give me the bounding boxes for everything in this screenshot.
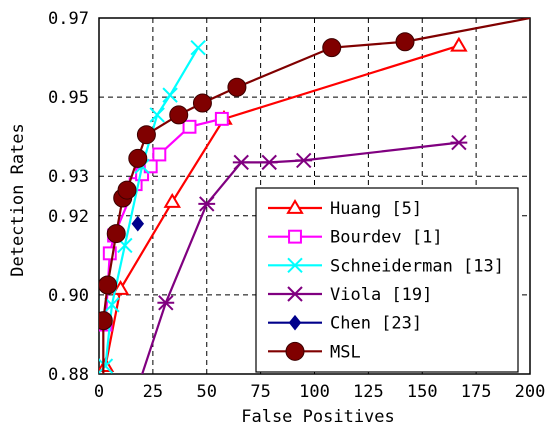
circle-marker	[192, 93, 212, 113]
circle-marker	[227, 77, 247, 97]
legend-entry: Bourdev [1]	[268, 228, 443, 248]
square-marker	[182, 119, 197, 134]
asterisk-marker	[286, 286, 304, 302]
x-tick-label: 50	[197, 382, 217, 402]
x-tick-label: 0	[94, 382, 104, 402]
square-marker	[152, 147, 167, 162]
series-line	[104, 47, 200, 367]
y-tick-label: 0.95	[48, 88, 89, 108]
square-marker	[214, 111, 229, 126]
legend-entry: Huang [5]	[268, 199, 422, 219]
circle-marker	[169, 105, 189, 125]
y-tick-label: 0.93	[48, 167, 89, 187]
x-tick-label: 200	[515, 382, 546, 402]
plot-frame	[98, 17, 531, 375]
circle-marker	[99, 275, 118, 295]
square-marker	[102, 246, 117, 261]
legend-label: Bourdev [1]	[330, 228, 443, 248]
series-viola-19	[127, 134, 468, 401]
y-tick-label: 0.92	[48, 207, 89, 227]
legend-entry: Viola [19]	[268, 285, 432, 305]
x-tick-label: 150	[407, 382, 438, 402]
triangle-marker	[111, 279, 130, 295]
asterisk-marker	[295, 152, 313, 169]
asterisk-marker	[260, 154, 278, 171]
circle-marker	[322, 38, 342, 58]
legend-label: Huang [5]	[330, 199, 422, 219]
square-marker	[288, 229, 302, 244]
y-axis-label: Detection Rates	[8, 123, 28, 277]
circle-marker	[285, 341, 305, 361]
asterisk-marker	[232, 154, 250, 171]
y-tick-label: 0.90	[48, 286, 89, 306]
x-marker	[190, 39, 206, 56]
legend-entry: MSL	[268, 341, 361, 362]
diamond-marker	[288, 314, 302, 331]
asterisk-marker	[198, 196, 216, 212]
x-marker	[104, 297, 120, 313]
series-chen-23	[131, 215, 145, 232]
y-tick-label: 0.97	[48, 9, 89, 29]
x-tick-label: 125	[353, 382, 384, 402]
circle-marker	[106, 224, 126, 244]
circle-marker	[532, 7, 547, 25]
circle-marker	[395, 32, 415, 52]
triangle-marker	[163, 192, 182, 208]
legend-label: MSL	[330, 342, 361, 362]
circle-marker	[136, 125, 156, 145]
asterisk-marker	[157, 295, 175, 311]
legend-label: Schneiderman [13]	[330, 256, 504, 276]
x-marker	[149, 107, 165, 123]
x-axis-label: False Positives	[241, 407, 395, 427]
triangle-marker	[450, 36, 468, 52]
x-marker	[162, 87, 178, 103]
x-tick-label: 100	[299, 382, 330, 402]
circle-marker	[117, 180, 137, 200]
legend-box	[255, 187, 519, 373]
legend-label: Chen [23]	[330, 314, 422, 334]
triangle-marker	[286, 199, 304, 214]
square-marker	[143, 159, 158, 174]
chart-axes	[98, 17, 531, 375]
series-plot-area	[99, 7, 547, 401]
asterisk-marker	[450, 134, 468, 151]
x-tick-label: 175	[461, 382, 492, 402]
chart-legend: Huang [5] Bourdev [1] Schneiderman [13] Vio…	[255, 187, 519, 373]
chart-tick-labels: 0 25 50 75 100 125 150 175 200 0.88 0.90 0.92 0.93 0.…	[48, 9, 545, 402]
x-tick-label: 75	[250, 382, 270, 402]
x-tick-label: 25	[143, 382, 163, 402]
asterisk-marker	[127, 387, 144, 401]
legend-entry: Chen [23]	[268, 314, 422, 334]
circle-marker	[128, 148, 148, 168]
x-marker	[99, 358, 114, 374]
x-marker	[287, 257, 303, 274]
legend-label: Viola [19]	[330, 285, 432, 305]
series-msl	[99, 7, 547, 374]
chart-series	[99, 7, 547, 401]
diamond-marker	[131, 215, 145, 232]
legend-entry: Schneiderman [13]	[268, 256, 504, 276]
circle-marker	[99, 311, 113, 331]
y-tick-label: 0.88	[48, 365, 89, 385]
